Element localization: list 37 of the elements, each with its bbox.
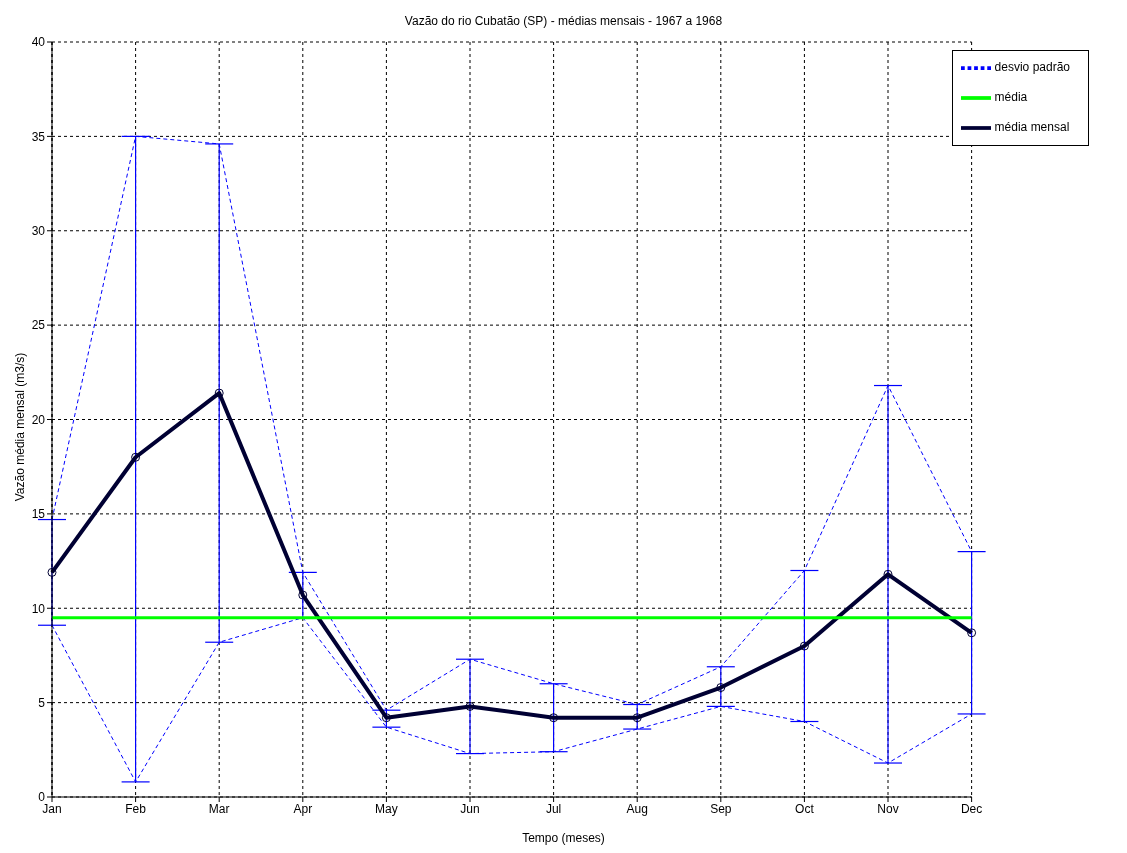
- x-tick-label: Jun: [460, 801, 480, 816]
- x-tick-label: Apr: [293, 801, 313, 816]
- y-tick-label: 40: [31, 35, 46, 50]
- point: [47, 567, 57, 577]
- point: [131, 452, 141, 462]
- y-axis-title: Vazão média mensal (m3/s): [13, 352, 27, 501]
- x-tick-label: Aug: [626, 801, 648, 816]
- x-axis-title: Tempo (meses): [521, 831, 606, 845]
- legend-label: média mensal: [994, 120, 1070, 135]
- x-tick-label: Sep: [710, 801, 732, 816]
- x-tick-label: Feb: [125, 801, 147, 816]
- x-tick-label: Nov: [877, 801, 899, 816]
- y-tick-label: 15: [31, 507, 46, 522]
- y-tick-label: 5: [38, 695, 46, 710]
- legend-label: desvio padrão: [994, 60, 1070, 75]
- point: [883, 569, 893, 579]
- point: [967, 628, 977, 638]
- point: [632, 713, 642, 723]
- point: [799, 641, 809, 651]
- y-tick-label: 30: [31, 224, 46, 239]
- x-tick-label: Mar: [208, 801, 230, 816]
- y-tick-label: 35: [31, 129, 46, 144]
- x-tick-label: Jul: [545, 801, 562, 816]
- point: [465, 701, 475, 711]
- y-tick-label: 10: [31, 601, 46, 616]
- point: [716, 683, 726, 693]
- y-tick-label: 20: [31, 412, 46, 427]
- x-tick-label: May: [375, 801, 398, 816]
- chart-title: Vazão do rio Cubatão (SP) - médias mensais - 1967 a 1968: [403, 14, 724, 28]
- point: [214, 388, 224, 398]
- point: [549, 713, 559, 723]
- x-tick-label: Oct: [795, 801, 815, 816]
- x-tick-label: Dec: [960, 801, 983, 816]
- point: [298, 590, 308, 600]
- point: [381, 713, 391, 723]
- y-tick-label: 25: [31, 318, 46, 333]
- legend-label: média: [994, 90, 1028, 105]
